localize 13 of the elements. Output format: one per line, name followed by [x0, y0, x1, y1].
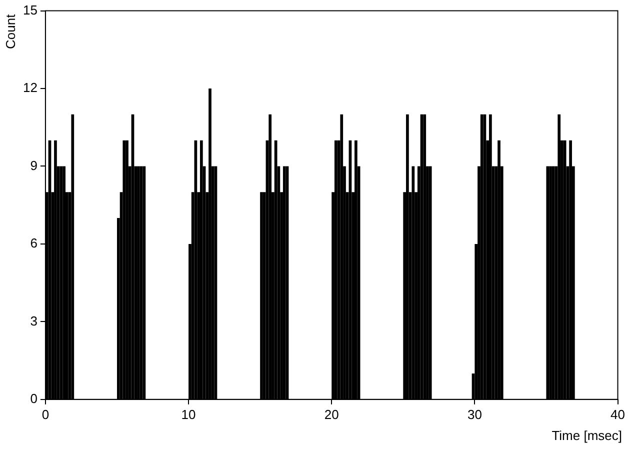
y-tick-label: 9 — [30, 158, 38, 173]
x-tick-label: 40 — [610, 406, 626, 422]
y-tick-label: 0 — [30, 390, 38, 406]
y-tick-label: 3 — [30, 313, 38, 328]
x-tick-label: 30 — [467, 406, 482, 422]
y-tick-label: 12 — [22, 80, 38, 96]
x-tick-label: 10 — [181, 406, 196, 422]
x-tick-label: 20 — [324, 406, 339, 422]
x-tick-label: 0 — [42, 406, 50, 422]
x-axis-title: Time [msec] — [552, 428, 622, 443]
y-tick-label: 6 — [30, 236, 38, 251]
y-tick-label: 15 — [22, 2, 38, 18]
y-axis-title: Count — [3, 14, 18, 49]
